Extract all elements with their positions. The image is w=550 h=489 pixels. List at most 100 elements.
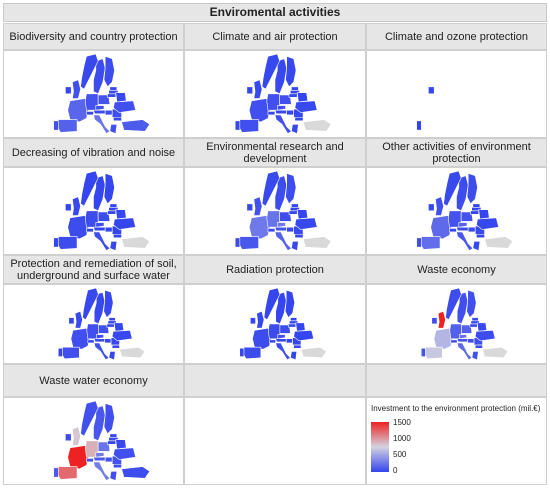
country-tr [302, 119, 332, 132]
country-at [456, 338, 469, 343]
country-no [261, 53, 280, 90]
country-ee [109, 203, 118, 208]
map-header: Climate and ozone protection [366, 23, 547, 50]
country-ch [87, 339, 95, 344]
country-ee [290, 317, 298, 322]
map-header: Other activities of environment protecti… [366, 138, 547, 167]
map-cell [3, 50, 184, 138]
country-gr [108, 351, 116, 361]
country-pl [461, 324, 473, 334]
country-lt [106, 323, 115, 328]
map-cell [3, 167, 184, 255]
legend-title: Investment to the environment protection… [371, 404, 541, 413]
country-no [82, 287, 99, 321]
country-ch [86, 111, 94, 116]
map-header: Environmental research and development [184, 138, 366, 167]
country-fi [103, 402, 115, 435]
country-gb [435, 196, 444, 216]
country-ua [474, 329, 496, 342]
country-gb [253, 196, 263, 216]
map-cell [366, 167, 547, 255]
country-fi [103, 55, 115, 88]
map-cell [184, 167, 366, 255]
country-es [238, 236, 259, 250]
country-at [93, 456, 106, 462]
map-header: Waste water economy [3, 364, 184, 397]
country-gr [471, 351, 479, 361]
country-at [93, 109, 106, 115]
country-ch [86, 228, 94, 233]
country-fi [466, 289, 477, 319]
country-pl [98, 324, 110, 334]
country-tr [121, 236, 151, 249]
country-gr [291, 240, 299, 252]
country-se [274, 175, 287, 212]
country-fi [103, 289, 114, 319]
legend-tick-label: 1000 [393, 434, 411, 443]
country-se [456, 175, 469, 212]
country-bg [293, 344, 302, 349]
country-cz [95, 105, 105, 111]
country-es [56, 119, 78, 133]
legend-cell: Investment to the environment protection… [366, 397, 547, 485]
country-ie [246, 203, 254, 212]
country-at [274, 109, 287, 115]
legend-tick-label: 500 [393, 450, 407, 459]
europe-map [420, 287, 509, 361]
country-it [93, 231, 111, 252]
country-no [80, 53, 99, 90]
country-ie [65, 86, 72, 95]
map-cell [366, 50, 547, 138]
country-ua [111, 329, 133, 342]
country-fi [285, 55, 297, 88]
country-by [478, 209, 490, 220]
country-ch [450, 339, 458, 344]
country-tr [302, 236, 332, 249]
country-fi [103, 172, 115, 205]
country-pt [416, 120, 422, 131]
country-pt [416, 237, 422, 248]
country-at [93, 338, 106, 343]
country-pt [53, 467, 59, 478]
country-tr [484, 236, 514, 249]
country-by [295, 322, 306, 332]
country-ie [428, 203, 435, 212]
country-pt [239, 347, 245, 358]
country-lt [288, 93, 298, 98]
europe-map [416, 170, 514, 252]
country-pt [57, 347, 63, 358]
europe-map [57, 287, 146, 361]
country-gr [290, 351, 298, 361]
map-header: Decreasing of vibration and noise [3, 138, 184, 167]
country-es [419, 236, 441, 250]
country-by [113, 322, 125, 332]
country-cz [95, 452, 105, 458]
country-ua [476, 217, 500, 230]
country-cz [95, 222, 105, 228]
country-es [242, 346, 262, 360]
country-gb [256, 310, 265, 329]
country-at [275, 338, 287, 343]
country-ee [108, 317, 116, 322]
country-ie [431, 317, 438, 325]
map-header [184, 364, 366, 397]
country-cz [277, 222, 286, 228]
country-ua [113, 447, 137, 460]
country-bg [474, 344, 483, 349]
country-hu [104, 338, 112, 344]
country-ie [65, 433, 72, 442]
country-ch [449, 228, 457, 233]
country-cz [95, 334, 104, 340]
country-lt [470, 210, 480, 215]
country-it [93, 342, 110, 361]
country-by [296, 209, 309, 220]
country-fi [285, 172, 297, 205]
country-gb [72, 79, 81, 99]
country-pl [279, 211, 292, 222]
country-hu [467, 338, 475, 344]
country-pt [420, 347, 426, 358]
country-at [274, 226, 287, 232]
country-cz [458, 334, 467, 340]
country-lt [288, 323, 297, 328]
